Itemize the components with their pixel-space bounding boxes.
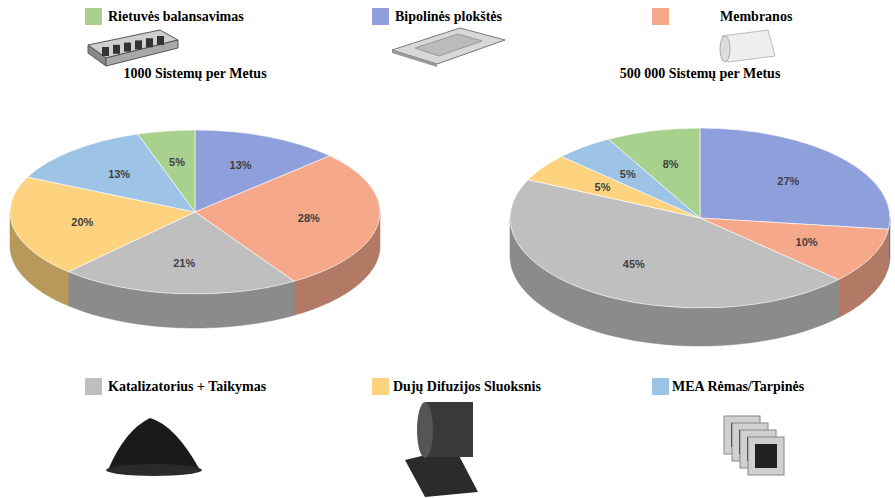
data-label: 13% <box>230 159 252 171</box>
icon-shape <box>392 50 437 67</box>
data-label: 10% <box>796 236 818 248</box>
pie-top <box>510 128 890 308</box>
icon-shape <box>106 40 178 66</box>
legend-label: Rietuvės balansavimas <box>108 9 244 24</box>
pie-slice <box>608 128 700 218</box>
legend-item: Dujų Difuzijos Sluoksnis <box>372 378 541 395</box>
icon <box>724 416 784 475</box>
icon-shape <box>415 34 482 56</box>
data-label: 28% <box>298 212 320 224</box>
legend-label: Dujų Difuzijos Sluoksnis <box>393 379 541 394</box>
data-label: 5% <box>595 181 611 193</box>
icon-shape <box>135 40 142 49</box>
legend-label: Membranos <box>720 9 793 24</box>
icon <box>88 30 178 66</box>
icon-shape <box>755 444 777 468</box>
pie-top <box>10 130 380 294</box>
icon <box>720 30 775 62</box>
legend-item: MEA Rėmas/Tarpinės <box>652 378 805 395</box>
legend-item: Rietuvės balansavimas <box>85 8 244 25</box>
icon-shape <box>157 36 164 45</box>
data-label: 27% <box>777 175 799 187</box>
legend-item: Membranos <box>652 8 793 25</box>
icon-shape <box>417 402 433 458</box>
icon-shape <box>392 28 505 64</box>
legend-swatch <box>372 8 389 25</box>
icon <box>106 418 202 476</box>
data-label: 5% <box>620 168 636 180</box>
legend-label: Bipolinės plokštės <box>395 9 503 24</box>
data-label: 45% <box>623 258 645 270</box>
data-label: 8% <box>663 158 679 170</box>
icon-shape <box>113 45 120 54</box>
legend-swatch <box>85 378 102 395</box>
pie-slice <box>700 128 890 229</box>
legend-swatch <box>85 8 102 25</box>
legend-item: Bipolinės plokštės <box>372 8 503 25</box>
icon-shape <box>720 36 730 62</box>
icon-shape <box>106 464 202 476</box>
data-label: 21% <box>173 257 195 269</box>
data-label: 13% <box>108 168 130 180</box>
legend-swatch <box>372 378 389 395</box>
icon-shape <box>108 418 200 470</box>
legend-label: Katalizatorius + Taikymas <box>108 379 267 394</box>
data-label: 5% <box>169 156 185 168</box>
pie <box>10 130 380 328</box>
data-labels: 27% 10% 45% 5% 5% 8% <box>595 158 818 270</box>
icon-shape <box>740 430 776 468</box>
icon <box>405 402 478 497</box>
pie <box>510 128 890 346</box>
legend-swatch <box>652 378 669 395</box>
icon-shape <box>748 437 784 475</box>
chart: Bipolinės plokštės Membranos Katalizatoriu… <box>0 0 895 498</box>
data-labels: 13% 28% 21% 20% 13% 5% <box>71 156 320 269</box>
chart-title: 1000 Sistemų per Metus <box>123 66 267 81</box>
icon <box>392 28 505 67</box>
legend-label: MEA Rėmas/Tarpinės <box>672 379 805 394</box>
legend-item: Katalizatorius + Taikymas <box>85 378 267 395</box>
icon-shape <box>102 47 109 56</box>
legend-swatch <box>652 8 669 25</box>
icon-shape <box>124 43 131 52</box>
pie-slice <box>138 130 195 212</box>
data-label: 20% <box>71 216 93 228</box>
icon-shape <box>146 38 153 47</box>
chart-title: 500 000 Sistemų per Metus <box>620 66 781 81</box>
